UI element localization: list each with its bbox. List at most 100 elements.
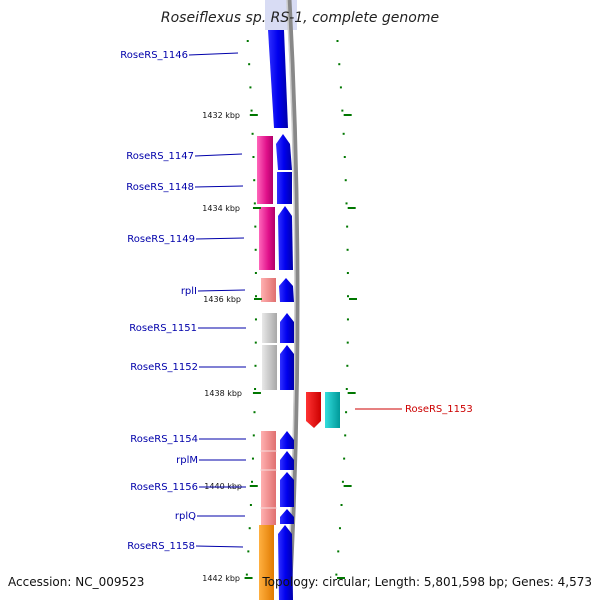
- ruler-tick: [254, 295, 257, 298]
- gene-arrow-roseRS-1146[interactable]: [268, 30, 288, 128]
- ruler-tick: [346, 341, 349, 344]
- ruler-tick: [346, 364, 349, 367]
- gene-label-rplQ[interactable]: rplQ: [175, 511, 196, 522]
- gene-label-roseRS-1154[interactable]: RoseRS_1154: [130, 434, 198, 445]
- gene-label-roseRS-1146[interactable]: RoseRS_1146: [120, 50, 188, 61]
- ruler-tick: [341, 109, 344, 112]
- gene-label-rplI[interactable]: rplI: [181, 286, 197, 297]
- ruler-tick: [254, 364, 257, 367]
- ruler-tick: [343, 485, 352, 487]
- ruler-tick: [345, 411, 348, 414]
- ruler-tick: [338, 527, 341, 530]
- ruler-tick: [251, 132, 254, 135]
- ruler-tick: [253, 202, 256, 205]
- gene-arrow-roseRS-1149[interactable]: [278, 206, 293, 270]
- gene-arrow-roseRS-1148[interactable]: [277, 172, 292, 204]
- ruler-tick: [346, 248, 349, 251]
- gene-label-roseRS-1156[interactable]: RoseRS_1156: [130, 482, 198, 493]
- gene-arrow-roseRS-1151[interactable]: [280, 313, 294, 343]
- ruler-tick: [346, 295, 349, 298]
- ruler-tick: [249, 114, 258, 116]
- ruler-tick: [249, 504, 252, 506]
- ruler-tick: [249, 485, 258, 487]
- gene-arrow-roseRS-1156[interactable]: [280, 472, 294, 507]
- gene-label-roseRS-1158[interactable]: RoseRS_1158: [127, 541, 195, 552]
- gene-label-roseRS-1147[interactable]: RoseRS_1147: [126, 151, 194, 162]
- ruler-tick: [253, 298, 262, 300]
- ruler-tick: [343, 457, 346, 460]
- cog-block-ribosomal: [261, 431, 276, 525]
- ruler-tick: [250, 109, 253, 112]
- ruler-tick: [338, 63, 341, 66]
- ruler-tick: [336, 577, 345, 579]
- ruler-tick: [249, 86, 252, 89]
- gene-arrow-roseRS-1154[interactable]: [280, 431, 294, 449]
- gene-arrow-rplI[interactable]: [279, 278, 294, 302]
- ruler-tick: [340, 504, 343, 506]
- ruler-label-1432: 1432 kbp: [202, 111, 240, 120]
- rna-block-1153: [325, 392, 340, 428]
- gene-label-rplM[interactable]: rplM: [176, 455, 198, 466]
- ruler-tick: [344, 434, 347, 437]
- ruler-tick: [347, 392, 356, 394]
- cog-block-1151: [262, 313, 277, 343]
- gene-arrow-roseRS-1153[interactable]: [306, 392, 321, 428]
- gene-arrow-roseRS-1158[interactable]: [278, 525, 293, 600]
- ruler-tick: [346, 318, 349, 321]
- ruler-tick: [252, 392, 261, 394]
- map-title: Roseiflexus sp. RS-1, complete genome: [161, 10, 439, 26]
- accession-text: Accession: NC_009523: [8, 575, 144, 589]
- ruler-tick: [248, 63, 251, 66]
- ruler-tick: [335, 573, 338, 576]
- ruler-ticks: [244, 40, 357, 579]
- ruler-tick: [248, 527, 251, 530]
- ruler-tick: [247, 550, 250, 553]
- ruler-tick: [346, 272, 349, 274]
- cog-block-1152: [262, 345, 277, 390]
- ruler-tick: [348, 298, 357, 300]
- ruler-tick: [254, 341, 257, 344]
- ruler-tick: [344, 179, 347, 182]
- ruler-label-1436: 1436 kbp: [203, 295, 241, 304]
- gene-label-roseRS-1153[interactable]: RoseRS_1153: [405, 404, 473, 415]
- ruler-tick: [337, 550, 340, 553]
- ruler-tick: [252, 207, 261, 209]
- ruler-tick: [251, 457, 254, 460]
- cog-block-1147-1148: [257, 136, 273, 204]
- ruler-tick: [251, 480, 254, 483]
- ruler-tick: [341, 480, 344, 483]
- gene-arrow-rplQ[interactable]: [280, 509, 294, 524]
- ruler-tick: [244, 577, 253, 579]
- ruler-tick: [254, 318, 257, 321]
- ruler-tick: [343, 156, 346, 158]
- ruler-tick: [253, 411, 256, 414]
- ruler-tick: [345, 202, 348, 205]
- ruler-tick: [339, 86, 342, 89]
- ruler-tick: [245, 573, 248, 576]
- ruler-tick: [252, 156, 255, 158]
- gene-label-roseRS-1152[interactable]: RoseRS_1152: [130, 362, 198, 373]
- ruler-label-1434: 1434 kbp: [202, 204, 240, 213]
- ruler-tick: [346, 225, 349, 228]
- gene-label-roseRS-1151[interactable]: RoseRS_1151: [129, 323, 197, 334]
- gene-label-roseRS-1149[interactable]: RoseRS_1149: [127, 234, 195, 245]
- ruler-tick: [252, 434, 255, 437]
- cog-block-1158: [259, 525, 274, 600]
- gene-label-roseRS-1148[interactable]: RoseRS_1148: [126, 182, 194, 193]
- ruler-tick: [336, 40, 339, 42]
- ruler-tick: [254, 388, 257, 390]
- ruler-tick: [343, 114, 352, 116]
- ruler-tick: [254, 225, 257, 228]
- ruler-tick: [254, 272, 257, 274]
- ruler-tick: [254, 248, 257, 251]
- ruler-label-1438: 1438 kbp: [204, 389, 242, 398]
- cog-block-rplI: [261, 278, 276, 302]
- ruler-tick: [347, 207, 356, 209]
- ruler-label-1442: 1442 kbp: [202, 574, 240, 583]
- gene-arrow-rplM[interactable]: [280, 451, 294, 470]
- ruler-tick: [246, 40, 249, 42]
- gene-arrow-roseRS-1152[interactable]: [280, 345, 294, 390]
- gene-arrow-roseRS-1147[interactable]: [276, 134, 292, 170]
